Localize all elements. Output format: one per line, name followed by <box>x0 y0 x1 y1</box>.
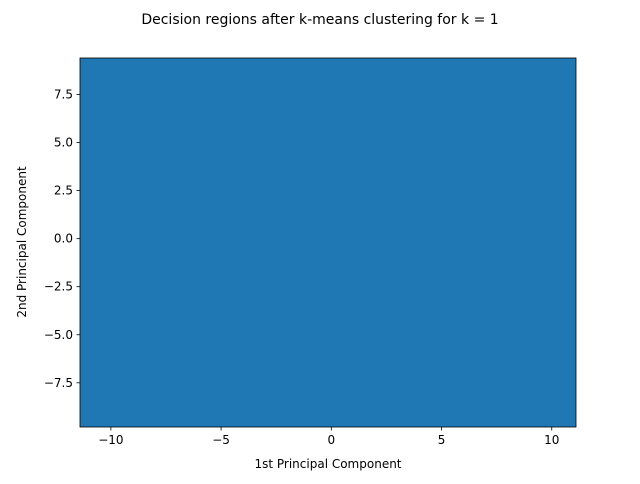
plot-area <box>79 57 577 428</box>
x-tick-label: −10 <box>98 433 123 447</box>
y-tick-label: −7.5 <box>44 376 73 390</box>
x-axis-label: 1st Principal Component <box>254 457 401 471</box>
plot-frame <box>79 57 577 428</box>
y-tick-label: 5.0 <box>54 136 73 150</box>
y-tick-label: −5.0 <box>44 328 73 342</box>
y-tick-label: 0.0 <box>54 232 73 246</box>
x-axis: −10 −5 0 5 10 <box>98 427 559 447</box>
x-tick-label: 0 <box>327 433 335 447</box>
chart-title: Decision regions after k-means clusterin… <box>141 12 498 28</box>
y-axis-label: 2nd Principal Component <box>15 166 29 318</box>
y-tick-label: 7.5 <box>54 88 73 102</box>
y-axis: −7.5 −5.0 −2.5 0.0 2.5 5.0 7.5 <box>44 88 80 390</box>
y-tick-label: −2.5 <box>44 280 73 294</box>
x-tick-label: −5 <box>212 433 230 447</box>
y-tick-label: 2.5 <box>54 184 73 198</box>
x-tick-label: 5 <box>438 433 446 447</box>
decision-region-0 <box>80 58 576 427</box>
x-tick-label: 10 <box>544 433 559 447</box>
